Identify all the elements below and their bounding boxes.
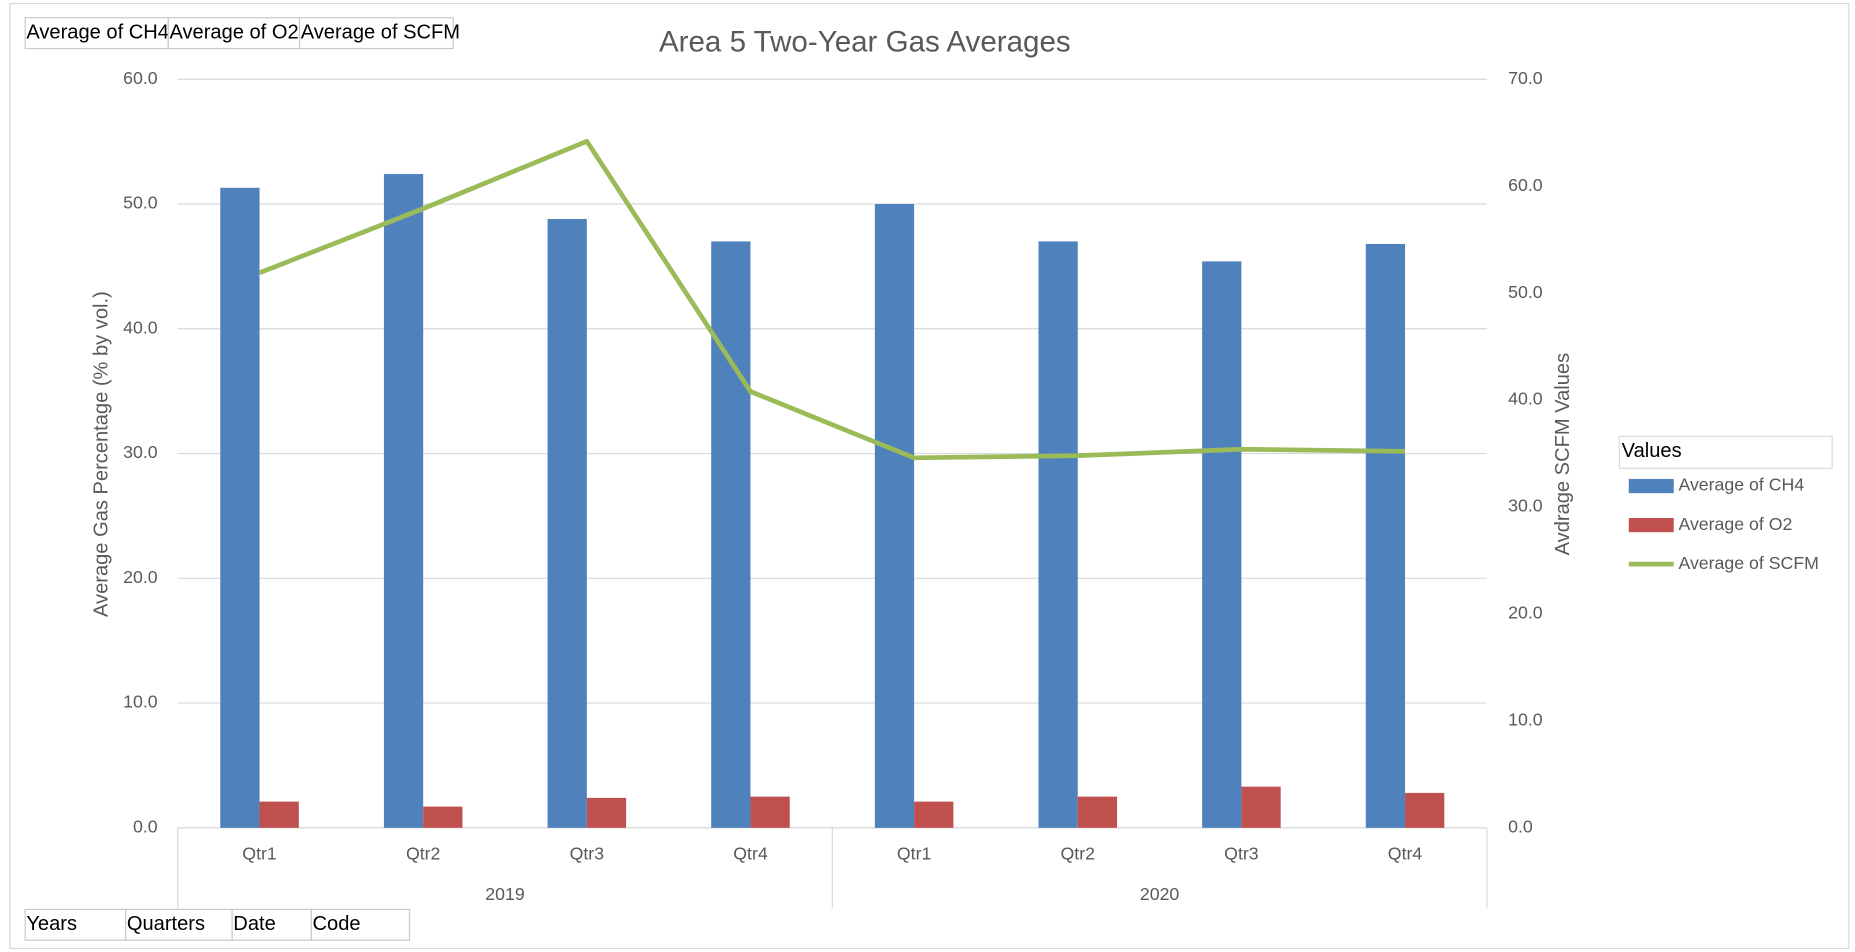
- legend-title-box: [1618, 435, 1833, 469]
- pivot-field-button[interactable]: Code: [310, 908, 411, 941]
- y-tick-label: 40.0: [123, 317, 158, 337]
- button-frame: [298, 17, 454, 50]
- bar: [1202, 261, 1242, 828]
- x-tick-label: Qtr4: [1388, 844, 1423, 864]
- y2-tick-label: 60.0: [1508, 175, 1543, 195]
- y2-tick-label: 70.0: [1508, 68, 1543, 88]
- y-axis-label: Average Gas Percentage (% by vol.): [90, 291, 112, 617]
- x-tick-label: Qtr2: [406, 844, 440, 864]
- y2-tick-label: 20.0: [1508, 603, 1543, 623]
- bar: [874, 204, 915, 828]
- x-tick-label: Qtr1: [242, 844, 276, 864]
- button-label: Average of O2: [169, 21, 298, 43]
- pivot-field-button[interactable]: Years: [24, 908, 127, 941]
- bar: [259, 801, 299, 828]
- button-frame: [24, 17, 169, 50]
- chart-title: Area 5 Two-Year Gas Averages: [659, 26, 1071, 59]
- button-frame: [125, 908, 233, 941]
- bar: [1405, 792, 1445, 828]
- y-tick-label: 50.0: [123, 193, 158, 213]
- pivot-field-button[interactable]: Average of CH4: [24, 17, 169, 50]
- x-tick-label: Qtr2: [1061, 844, 1095, 864]
- legend-label: Average of O2: [1678, 514, 1792, 534]
- button-label: Date: [233, 913, 275, 935]
- group-label: 2019: [485, 884, 525, 904]
- button-frame: [167, 17, 301, 50]
- y2-tick-label: 50.0: [1508, 282, 1543, 302]
- pivot-field-button[interactable]: Quarters: [125, 908, 233, 941]
- bar: [220, 187, 260, 828]
- y-tick-label: 30.0: [123, 442, 158, 462]
- bar: [423, 806, 463, 828]
- button-label: Years: [26, 913, 77, 935]
- bar: [1365, 243, 1406, 828]
- bar: [914, 801, 954, 828]
- button-frame: [310, 908, 411, 941]
- bar: [1077, 796, 1118, 828]
- y2-tick-label: 0.0: [1508, 817, 1533, 837]
- bar: [750, 796, 790, 828]
- legend-swatch: [1628, 478, 1674, 494]
- y-tick-label: 10.0: [123, 692, 158, 712]
- bar: [383, 174, 424, 828]
- bar: [586, 797, 627, 828]
- button-label: Average of CH4: [26, 21, 169, 43]
- y2-axis-label: Avdrage SCFM Values: [1552, 353, 1574, 556]
- bar: [1038, 241, 1078, 828]
- y-tick-label: 20.0: [123, 567, 158, 587]
- legend-title: Values: [1622, 440, 1682, 462]
- button-label: Average of SCFM: [301, 21, 460, 43]
- group-label: 2020: [1140, 884, 1180, 904]
- pivot-field-button[interactable]: Average of O2: [167, 17, 301, 50]
- legend-label: Average of CH4: [1678, 475, 1804, 495]
- button-label: Code: [313, 913, 361, 935]
- bar: [711, 241, 751, 828]
- legend-swatch: [1628, 517, 1674, 533]
- y-tick-label: 60.0: [123, 68, 158, 88]
- button-frame: [24, 908, 127, 941]
- y2-tick-label: 40.0: [1508, 389, 1543, 409]
- x-tick-label: Qtr3: [1224, 844, 1259, 864]
- bar: [547, 218, 587, 828]
- pivot-field-button[interactable]: Date: [231, 908, 312, 941]
- bar: [1241, 786, 1281, 828]
- line-series: [258, 138, 1406, 461]
- x-tick-label: Qtr4: [733, 844, 768, 864]
- pivot-field-button[interactable]: Average of SCFM: [298, 17, 461, 50]
- button-label: Quarters: [127, 913, 205, 935]
- chart-area: [9, 2, 1850, 950]
- x-tick-label: Qtr3: [570, 844, 605, 864]
- y2-tick-label: 10.0: [1508, 710, 1543, 730]
- y-tick-label: 0.0: [133, 817, 158, 837]
- legend-label: Average of SCFM: [1678, 553, 1819, 573]
- y2-tick-label: 30.0: [1508, 496, 1543, 516]
- x-tick-label: Qtr1: [897, 844, 931, 864]
